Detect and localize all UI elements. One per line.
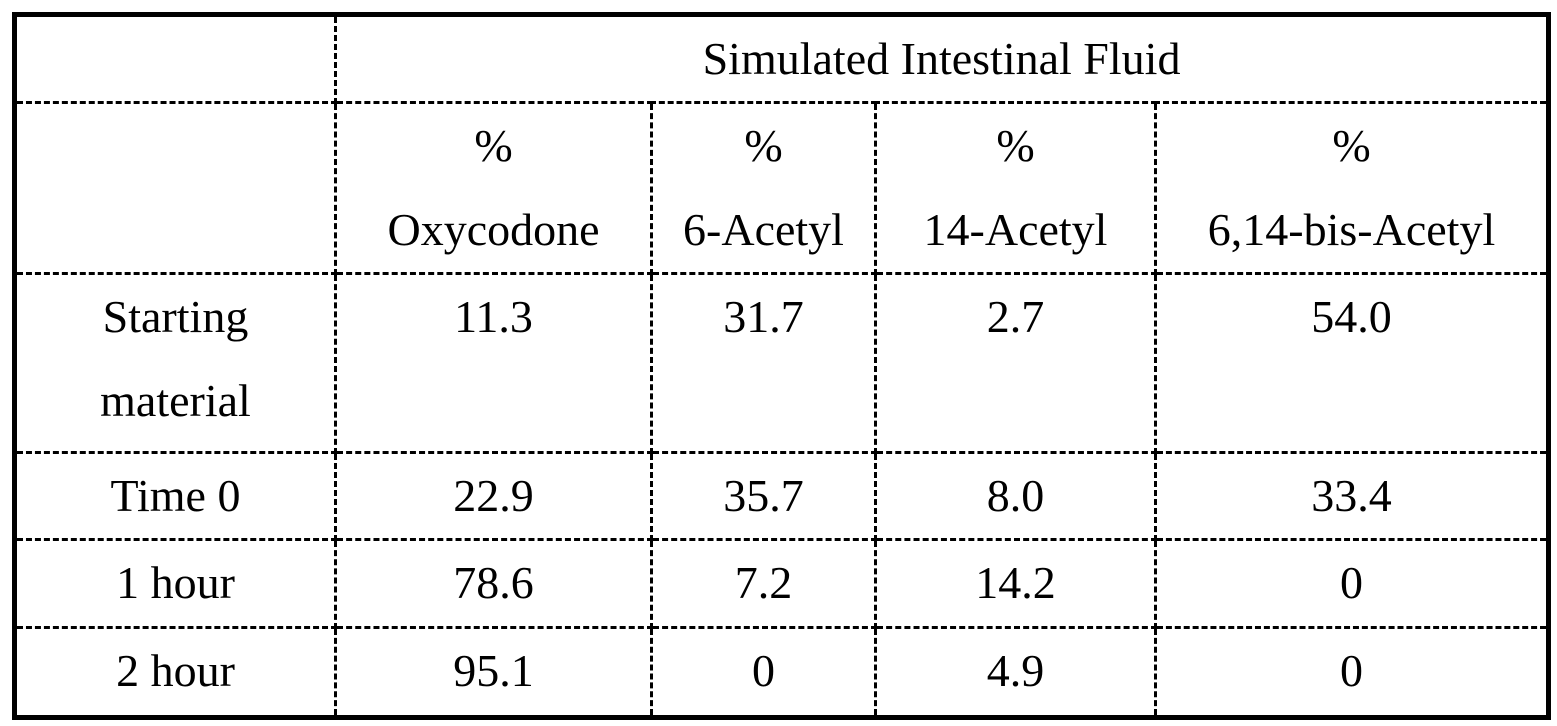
- column-header-14-acetyl: % 14-Acetyl: [874, 101, 1157, 275]
- value-2hour-oxycodone: 95.1: [334, 626, 653, 719]
- column-header-6-acetyl: % 6-Acetyl: [650, 101, 877, 275]
- value-starting-6-14-bis-acetyl: 54.0: [1153, 272, 1551, 454]
- column-name: 14-Acetyl: [923, 204, 1108, 255]
- simulated-intestinal-fluid-table: Simulated Intestinal Fluid % Oxycodone %…: [12, 12, 1552, 720]
- column-header-row: % Oxycodone % 6-Acetyl % 14-Acetyl % 6,1…: [13, 101, 1551, 275]
- table-row-starting-material: Starting material 11.3 31.7 2.7 54.0: [13, 272, 1551, 454]
- value-time0-6-14-bis-acetyl: 33.4: [1153, 451, 1551, 541]
- row-label-line: Starting: [102, 291, 249, 342]
- value-2hour-14-acetyl: 4.9: [874, 626, 1157, 719]
- row-label-line: material: [100, 375, 251, 426]
- value-time0-6-acetyl: 35.7: [650, 451, 877, 541]
- percent-label: %: [1332, 120, 1371, 171]
- column-name: 6,14-bis-Acetyl: [1207, 204, 1496, 255]
- value-starting-oxycodone: 11.3: [334, 272, 653, 454]
- column-header-6-14-bis-acetyl: % 6,14-bis-Acetyl: [1153, 101, 1551, 275]
- group-header-row: Simulated Intestinal Fluid: [13, 13, 1551, 104]
- corner-blank-cell-2: [13, 101, 337, 275]
- value-2hour-6-14-bis-acetyl: 0: [1153, 626, 1551, 719]
- table-row-1-hour: 1 hour 78.6 7.2 14.2 0: [13, 538, 1551, 629]
- value-2hour-6-acetyl: 0: [650, 626, 877, 719]
- column-name: 6-Acetyl: [683, 204, 844, 255]
- value-1hour-6-acetyl: 7.2: [650, 538, 877, 629]
- row-label-2-hour: 2 hour: [13, 626, 337, 719]
- group-header-cell: Simulated Intestinal Fluid: [333, 13, 1551, 104]
- value-1hour-oxycodone: 78.6: [334, 538, 653, 629]
- value-1hour-14-acetyl: 14.2: [874, 538, 1157, 629]
- column-name: Oxycodone: [387, 204, 600, 255]
- table-row-time-0: Time 0 22.9 35.7 8.0 33.4: [13, 451, 1551, 541]
- table-row-2-hour: 2 hour 95.1 0 4.9 0: [13, 626, 1551, 719]
- percent-label: %: [744, 120, 783, 171]
- corner-blank-cell: [13, 13, 337, 104]
- value-starting-6-acetyl: 31.7: [650, 272, 877, 454]
- value-time0-14-acetyl: 8.0: [874, 451, 1157, 541]
- column-header-oxycodone: % Oxycodone: [334, 101, 653, 275]
- row-label-1-hour: 1 hour: [13, 538, 337, 629]
- row-label-starting-material: Starting material: [13, 272, 337, 454]
- value-starting-14-acetyl: 2.7: [874, 272, 1157, 454]
- percent-label: %: [996, 120, 1035, 171]
- value-time0-oxycodone: 22.9: [334, 451, 653, 541]
- percent-label: %: [474, 120, 513, 171]
- row-label-time-0: Time 0: [13, 451, 337, 541]
- value-1hour-6-14-bis-acetyl: 0: [1153, 538, 1551, 629]
